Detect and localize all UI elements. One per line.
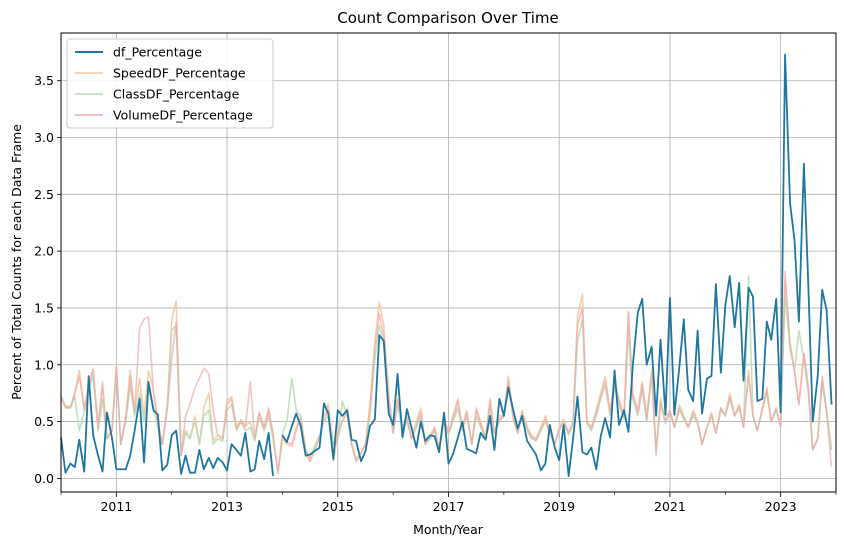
x-axis-ticks: 2011 2013 2015 2017 2019 2021 2023 [60, 492, 837, 514]
chart-title: Count Comparison Over Time [337, 9, 558, 27]
legend-label: df_Percentage [113, 45, 202, 60]
x-tick-label: 2015 [322, 499, 354, 514]
x-tick-label: 2019 [543, 499, 575, 514]
legend-label: SpeedDF_Percentage [113, 66, 246, 81]
grid-lines [61, 33, 836, 492]
y-tick-label: 2.0 [34, 244, 54, 259]
y-tick-label: 0.0 [34, 471, 54, 486]
legend-label: VolumeDF_Percentage [113, 108, 253, 123]
y-tick-label: 2.5 [34, 187, 54, 202]
y-axis-ticks: 0.0 0.5 1.0 1.5 2.0 2.5 3.0 3.5 [34, 73, 61, 486]
y-axis-label: Percent of Total Counts for each Data Fr… [9, 124, 24, 400]
series-lines [60, 53, 833, 477]
legend-box [66, 38, 274, 129]
x-tick-label: 2021 [654, 499, 686, 514]
x-tick-label: 2011 [100, 499, 132, 514]
series-line-df_Percentage [60, 53, 833, 477]
x-tick-label: 2023 [765, 499, 797, 514]
x-tick-label: 2013 [211, 499, 243, 514]
legend-entries: df_Percentage SpeedDF_Percentage ClassDF_P… [75, 45, 253, 123]
legend-label: ClassDF_Percentage [113, 87, 240, 102]
y-tick-label: 1.5 [34, 300, 54, 315]
y-tick-label: 1.0 [34, 357, 54, 372]
series-line-VolumeDF_Percentage [60, 270, 833, 474]
x-tick-label: 2017 [433, 499, 465, 514]
y-tick-label: 0.5 [34, 414, 54, 429]
y-tick-label: 3.5 [34, 73, 54, 88]
y-tick-label: 3.0 [34, 130, 54, 145]
legend: df_Percentage SpeedDF_Percentage ClassDF_P… [66, 38, 274, 129]
x-axis-label: Month/Year [413, 522, 484, 537]
